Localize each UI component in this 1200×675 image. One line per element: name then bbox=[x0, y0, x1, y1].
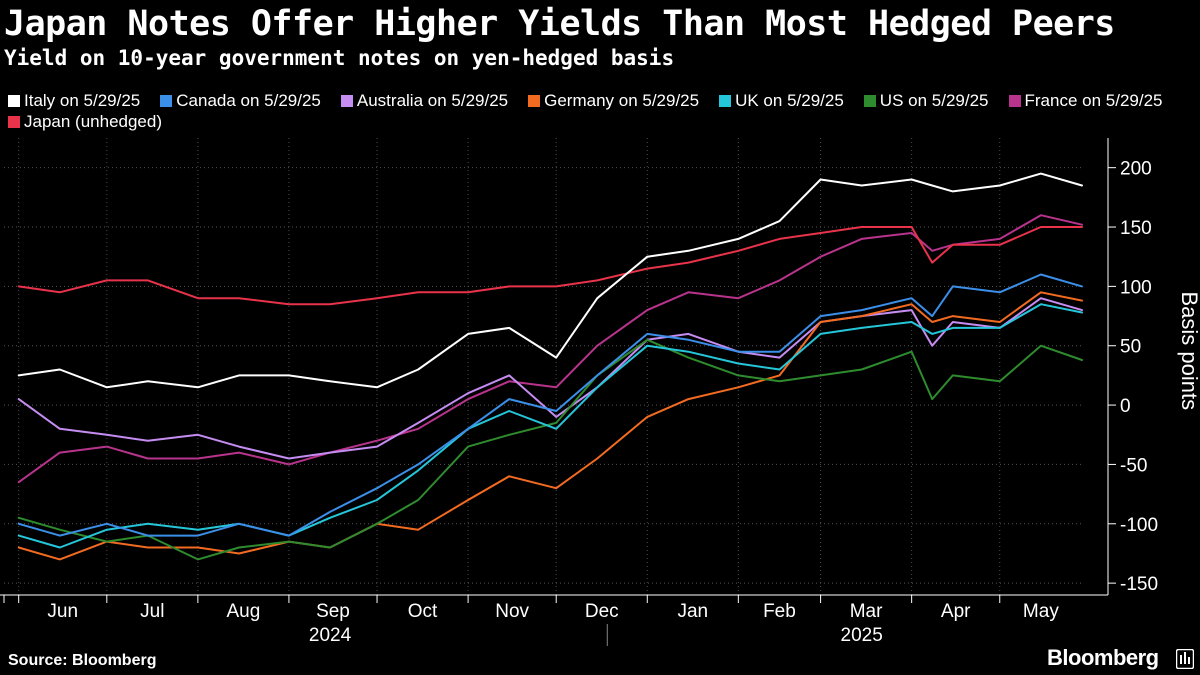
y-tick-label: -100 bbox=[1120, 515, 1158, 536]
series-line-7 bbox=[17, 226, 1083, 306]
legend-item: Australia on 5/29/25 bbox=[340, 91, 509, 111]
series-line-1 bbox=[17, 273, 1083, 537]
series-line-5 bbox=[17, 338, 1083, 561]
y-tick-label: 50 bbox=[1120, 337, 1141, 358]
x-tick-label: Jun bbox=[47, 601, 78, 622]
x-tick-label: May bbox=[1023, 601, 1059, 622]
legend-label: France on 5/29/25 bbox=[1024, 91, 1163, 110]
legend-label: Australia on 5/29/25 bbox=[356, 91, 509, 110]
x-tick-label: Jan bbox=[677, 601, 708, 622]
x-tick-label: Jul bbox=[140, 601, 164, 622]
y-tick-label: -50 bbox=[1120, 455, 1147, 476]
series-line-0 bbox=[17, 172, 1083, 389]
x-tick-label: Sep bbox=[316, 601, 350, 622]
y-tick-label: 200 bbox=[1120, 159, 1152, 180]
legend-swatch bbox=[1008, 95, 1021, 107]
legend-swatch bbox=[8, 116, 20, 128]
y-axis-title: Basis points bbox=[1177, 292, 1200, 411]
series-line-6 bbox=[17, 214, 1083, 484]
x-year-label: 2024 bbox=[309, 625, 352, 646]
y-tick-label: 100 bbox=[1120, 277, 1152, 298]
source-note: Source: Bloomberg bbox=[8, 652, 157, 669]
legend-swatch bbox=[340, 95, 353, 107]
legend-label: UK on 5/29/25 bbox=[735, 91, 844, 110]
legend-item: Canada on 5/29/25 bbox=[160, 91, 321, 111]
legend-swatch bbox=[8, 95, 20, 107]
x-tick-label: Feb bbox=[763, 601, 796, 622]
legend-swatch bbox=[719, 95, 732, 107]
legend-swatch bbox=[863, 95, 876, 107]
series-line-4 bbox=[17, 303, 1083, 549]
legend-item: Germany on 5/29/25 bbox=[528, 91, 699, 111]
legend-swatch bbox=[528, 95, 541, 107]
y-tick-label: 0 bbox=[1120, 396, 1131, 417]
legend-item: Japan (unhedged) bbox=[8, 112, 162, 132]
legend-label: Germany on 5/29/25 bbox=[544, 91, 700, 110]
chart-legend: Italy on 5/29/25 Canada on 5/29/25 Austral… bbox=[8, 91, 1188, 133]
legend-item: Italy on 5/29/25 bbox=[8, 91, 140, 111]
chart-title: Japan Notes Offer Higher Yields Than Mos… bbox=[4, 4, 1115, 44]
legend-label: Italy on 5/29/25 bbox=[24, 91, 141, 110]
bloomberg-logo: Bloomberg bbox=[1047, 645, 1159, 670]
x-tick-label: Apr bbox=[941, 601, 971, 622]
x-tick-label: Nov bbox=[495, 601, 529, 622]
legend-item: France on 5/29/25 bbox=[1008, 91, 1163, 111]
x-tick-label: Aug bbox=[226, 601, 260, 622]
legend-label: Canada on 5/29/25 bbox=[176, 91, 321, 110]
x-year-label: 2025 bbox=[841, 625, 883, 646]
series-line-3 bbox=[17, 291, 1083, 561]
legend-swatch bbox=[160, 95, 173, 107]
legend-label: Japan (unhedged) bbox=[24, 112, 163, 131]
series-line-2 bbox=[17, 297, 1083, 460]
x-tick-label: Oct bbox=[408, 601, 438, 622]
legend-item: US on 5/29/25 bbox=[863, 91, 989, 111]
legend-item: UK on 5/29/25 bbox=[719, 91, 844, 111]
chart-subtitle: Yield on 10-year government notes on yen… bbox=[4, 46, 675, 70]
x-tick-label: Mar bbox=[850, 601, 883, 622]
legend-label: US on 5/29/25 bbox=[879, 91, 989, 110]
y-tick-label: -150 bbox=[1120, 574, 1158, 595]
y-tick-label: 150 bbox=[1120, 218, 1152, 239]
bloomberg-terminal-icon bbox=[1176, 649, 1194, 669]
x-tick-label: Dec bbox=[585, 601, 619, 622]
